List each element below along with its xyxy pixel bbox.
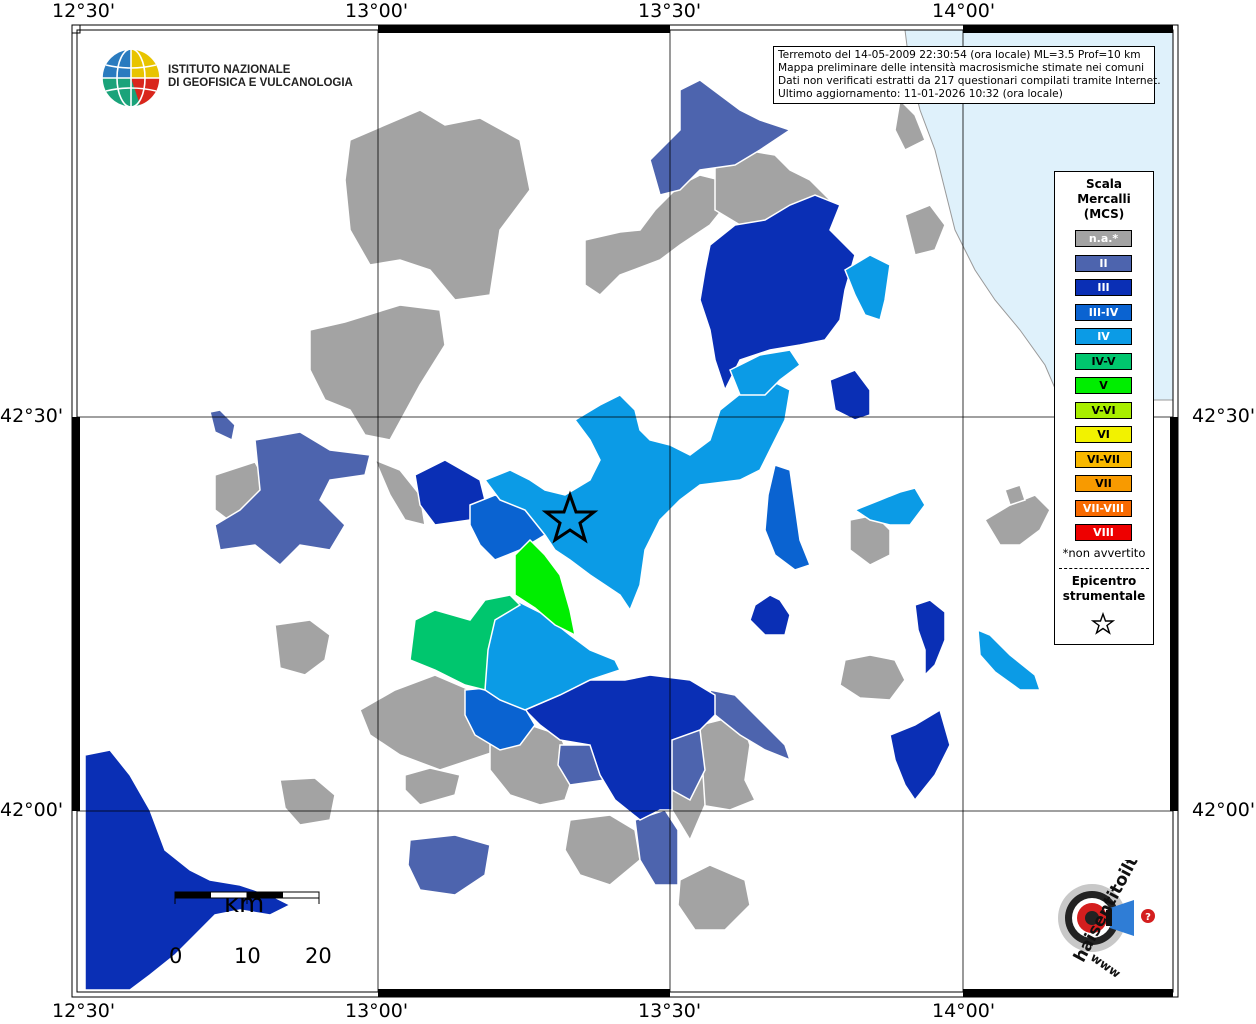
municipality-intensity-ii[interactable] (214, 431, 371, 567)
legend-item-1: II (1075, 254, 1132, 272)
legend-title: Scala Mercalli (MCS) (1055, 177, 1153, 222)
municipality-intensity-iii[interactable] (523, 674, 716, 821)
svg-text:?: ? (1145, 912, 1151, 923)
municipality-intensity-iii[interactable] (889, 708, 951, 802)
lon-label-bottom-1: 12°30' (52, 1000, 116, 1022)
earthquake-info-box: Terremoto del 14-05-2009 22:30:54 (ora l… (773, 46, 1161, 104)
municipality-intensity-iv[interactable] (853, 487, 926, 526)
legend-title-line3: (MCS) (1083, 207, 1125, 221)
municipality-intensity-ii[interactable] (649, 79, 792, 196)
legend-epicenter-line1: Epicentro (1071, 574, 1137, 588)
lon-label-top-4: 14°00' (932, 0, 996, 22)
scale-bar (174, 891, 320, 904)
municipality-intensity-v[interactable] (514, 538, 577, 637)
municipality-gray[interactable] (839, 654, 906, 701)
municipality-intensity-iii[interactable] (914, 599, 946, 677)
legend-item-9: VI-VII (1075, 450, 1132, 468)
legend-item-11: VII-VIII (1075, 499, 1132, 517)
municipality-gray[interactable] (1004, 484, 1026, 506)
municipality-gray[interactable] (677, 864, 751, 931)
municipality-intensity-iv-v[interactable] (409, 594, 522, 691)
lat-label-left-1: 42°30' (0, 405, 64, 427)
info-line-source: Dati non verificati estratti da 217 ques… (778, 75, 1161, 87)
institute-name-line2: DI GEOFISICA E VULCANOLOGIA (168, 77, 353, 89)
municipality-gray[interactable] (274, 619, 331, 676)
info-line-event: Terremoto del 14-05-2009 22:30:54 (ora l… (778, 49, 1141, 61)
lat-label-right-1: 42°30' (1192, 405, 1256, 427)
ingv-globe-icon (101, 48, 161, 108)
legend-star-icon (1091, 612, 1115, 635)
municipality-intensity-iii[interactable] (699, 194, 856, 392)
legend-item-3: III-IV (1075, 303, 1132, 321)
lat-label-right-2: 42°00' (1192, 799, 1256, 821)
info-line-description: Mappa preliminare delle intensità macros… (778, 62, 1145, 74)
institute-name: ISTITUTO NAZIONALE DI GEOFISICA E VULCAN… (168, 64, 353, 90)
legend-item-10: VII (1075, 475, 1132, 492)
municipality-gray[interactable] (309, 304, 446, 441)
epicenter-star-icon (541, 490, 599, 544)
municipality-intensity-iv[interactable] (729, 349, 802, 396)
municipality-intensity-iii[interactable] (84, 749, 292, 991)
lon-label-top-2: 13°00' (345, 0, 409, 22)
municipality-intensity-ii[interactable] (407, 834, 491, 896)
legend-item-8: VI (1075, 426, 1132, 443)
municipality-intensity-iv[interactable] (483, 379, 791, 612)
legend-item-6: V (1075, 377, 1132, 394)
municipality-gray[interactable] (344, 109, 531, 301)
municipality-gray[interactable] (564, 814, 641, 886)
lon-label-bottom-2: 13°00' (345, 1000, 409, 1022)
municipality-intensity-ii[interactable] (209, 409, 236, 442)
legend-item-5: IV-V (1075, 352, 1132, 370)
haisentitoilterremoto-logo: ? haisentitoilterremoto.it www (1058, 860, 1165, 981)
lon-label-top-1: 12°30' (52, 0, 116, 22)
municipality-gray[interactable] (894, 98, 926, 152)
legend-item-12: VIII (1075, 524, 1132, 541)
svg-text:www: www (1088, 950, 1123, 981)
legend-separator (1059, 568, 1149, 569)
scale-tick-10: 10 (234, 944, 261, 968)
scale-tick-20: 20 (305, 944, 332, 968)
municipality-intensity-ii[interactable] (709, 689, 792, 762)
municipality-intensity-iv[interactable] (844, 254, 891, 321)
municipality-gray[interactable] (904, 204, 946, 256)
mercalli-legend: Scala Mercalli (MCS) n.a.* II III III-IV IV I… (1054, 171, 1154, 645)
lon-label-top-3: 13°30' (638, 0, 702, 22)
legend-item-7: V-VI (1075, 401, 1132, 419)
municipality-intensity-iv[interactable] (977, 628, 1042, 691)
scale-tick-0: 0 (169, 944, 183, 968)
legend-item-4: IV (1075, 328, 1132, 345)
legend-epicenter-line2: strumentale (1062, 589, 1146, 603)
municipality-gray[interactable] (279, 777, 336, 826)
graticule (77, 30, 1173, 992)
municipality-intensity-iii[interactable] (829, 369, 871, 421)
lon-label-bottom-3: 13°30' (638, 1000, 702, 1022)
legend-epicenter-label: Epicentro strumentale (1055, 574, 1153, 604)
info-line-updated: Ultimo aggiornamento: 11-01-2026 10:32 (… (778, 88, 1063, 100)
legend-item-0: n.a.* (1075, 230, 1132, 247)
municipality-intensity-iii[interactable] (749, 594, 791, 636)
legend-title-line2: Mercalli (1077, 192, 1131, 206)
lon-label-bottom-4: 14°00' (932, 1000, 996, 1022)
municipality-gray[interactable] (373, 458, 426, 527)
legend-title-line1: Scala (1085, 177, 1123, 191)
lat-label-left-2: 42°00' (0, 799, 64, 821)
municipality-intensity-ii[interactable] (634, 809, 679, 886)
legend-item-2: III (1075, 279, 1132, 296)
legend-note: *non avvertito (1062, 546, 1146, 560)
municipality-intensity-iii-iv[interactable] (764, 464, 811, 571)
institute-name-line1: ISTITUTO NAZIONALE (168, 64, 291, 76)
municipality-gray[interactable] (404, 767, 461, 806)
